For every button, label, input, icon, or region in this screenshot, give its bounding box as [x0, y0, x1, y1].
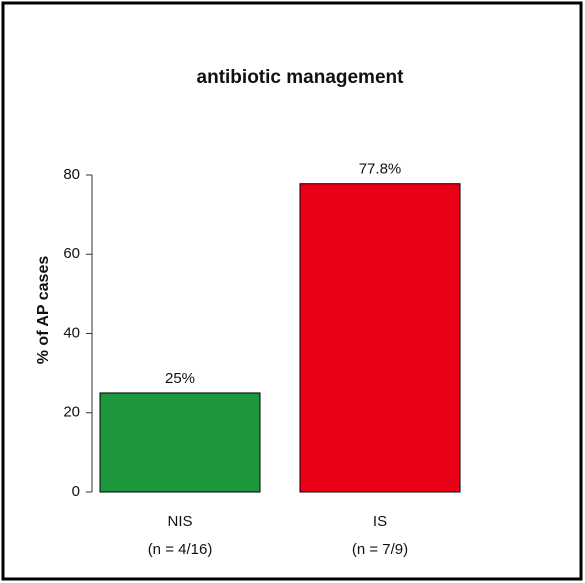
x-tick-sublabel: (n = 7/9) — [352, 541, 408, 558]
bar — [299, 183, 461, 493]
y-tick-label: 20 — [63, 404, 80, 421]
value-label: 25% — [165, 370, 195, 387]
x-tick-label: NIS — [167, 513, 192, 530]
bar — [99, 392, 261, 493]
y-tick-label: 40 — [63, 324, 80, 341]
x-tick-sublabel: (n = 4/16) — [148, 541, 213, 558]
x-tick-label: IS — [373, 513, 387, 530]
value-label: 77.8% — [359, 161, 402, 178]
chart-title: antibiotic management — [197, 67, 405, 88]
y-tick-label: 60 — [63, 245, 80, 262]
y-tick-label: 80 — [63, 166, 80, 183]
y-tick-label: 0 — [72, 483, 80, 500]
y-axis-label: % of AP cases — [35, 256, 52, 365]
